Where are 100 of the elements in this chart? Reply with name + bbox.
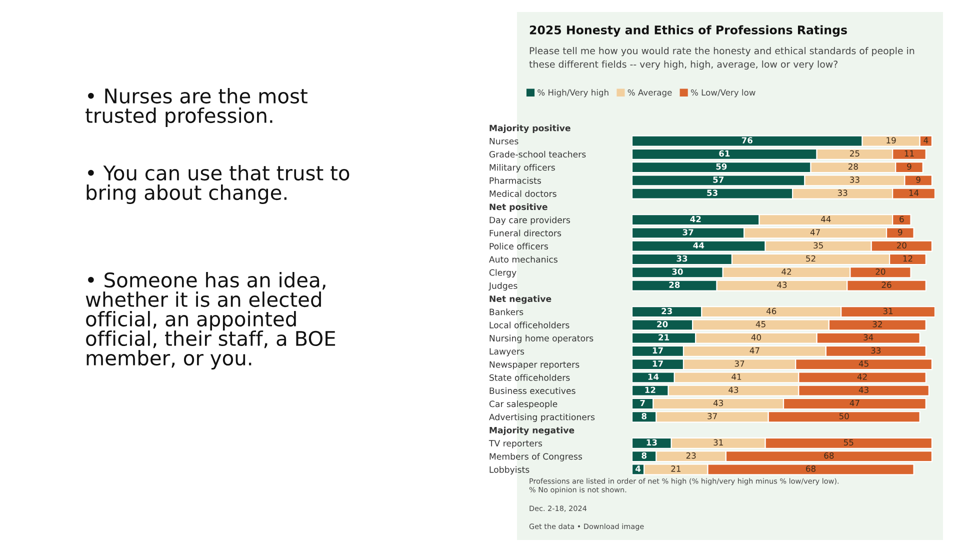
data-label: 43 [728, 386, 738, 394]
y-tick-label: Auto mechanics [489, 256, 558, 263]
data-label: 35 [814, 242, 823, 249]
data-label: 9 [916, 176, 920, 183]
data-label: 20 [876, 268, 886, 275]
y-tick-label: Funeral directors [490, 230, 562, 236]
data-label: 6 [900, 216, 904, 222]
data-label: 52 [806, 255, 816, 262]
data-label: 53 [707, 190, 718, 196]
legend-label: % High/Very high [538, 89, 608, 98]
data-label: 33 [850, 176, 860, 183]
data-label: 32 [872, 321, 882, 328]
data-label: 33 [871, 347, 881, 354]
data-label: 37 [708, 413, 717, 420]
data-label: 55 [844, 439, 854, 446]
data-label: 23 [662, 308, 672, 314]
data-label: 31 [714, 439, 723, 446]
y-tick-label: Majority positive [490, 124, 570, 134]
y-tick-label: Local officeholders [490, 322, 570, 328]
y-tick-label: Nurses [490, 138, 518, 144]
data-label: 33 [838, 190, 848, 196]
data-label: 45 [756, 321, 766, 328]
y-tick-label: Pharmacists [490, 177, 541, 184]
legend-label: % Low/Very low [690, 89, 756, 98]
y-tick-label: Judges [488, 282, 518, 291]
data-label: 47 [810, 229, 820, 236]
data-label: 43 [858, 386, 868, 394]
y-tick-label: Lobbyists [490, 466, 530, 474]
data-label: 17 [652, 347, 663, 354]
data-label: 4 [636, 466, 641, 472]
data-label: 28 [848, 163, 858, 170]
data-label: 33 [676, 255, 688, 262]
data-label: 34 [864, 334, 874, 340]
data-label: 43 [713, 400, 723, 406]
data-label: 12 [645, 386, 656, 393]
data-label: 19 [886, 137, 896, 144]
y-tick-label: Day care providers [490, 216, 570, 225]
y-tick-label: Grade-school teachers [489, 150, 586, 158]
data-label: 76 [742, 137, 752, 144]
data-label: 42 [857, 374, 867, 380]
text: • Someone has an idea, whether it is an elected official, an appointed official, their staff, a BOE member, or you. [86, 272, 336, 370]
data-label: 13 [646, 439, 657, 446]
data-label: 21 [671, 466, 680, 472]
y-tick-label: Clergy [489, 269, 516, 278]
text: • Nurses are the most trusted profession. [86, 88, 308, 127]
data-label: 11 [904, 150, 914, 156]
y-tick-label: Newspaper reporters [490, 361, 580, 370]
data-label: 14 [648, 374, 659, 380]
data-label: 4 [924, 137, 928, 144]
y-tick-label: Members of Congress [490, 453, 582, 462]
y-tick-label: Nursing home operators [490, 334, 594, 344]
data-label: 37 [734, 360, 744, 367]
data-label: 25 [850, 150, 860, 157]
data-label: 9 [907, 163, 912, 170]
data-label: 42 [782, 268, 791, 275]
data-label: 45 [858, 360, 868, 367]
y-tick-label: State officeholders [490, 374, 570, 381]
chart-title: 2025 Honesty and Ethics of Professions Ratings [530, 25, 847, 37]
data-label: 12 [903, 255, 912, 262]
y-tick-label: TV reporters [488, 440, 542, 448]
data-label: 7 [640, 400, 645, 406]
data-label: 46 [766, 308, 776, 314]
data-label: 68 [824, 452, 834, 459]
y-tick-label: Lawyers [490, 348, 524, 356]
data-label: 31 [883, 308, 893, 314]
y-tick-label: Police officers [490, 242, 548, 250]
y-tick-label: Net negative [490, 295, 552, 304]
data-label: 41 [732, 374, 742, 380]
y-tick-label: Bankers [490, 308, 524, 316]
data-label: 59 [716, 163, 727, 170]
data-label: 21 [658, 334, 670, 340]
data-label: 57 [713, 176, 724, 183]
data-label: 26 [882, 282, 892, 288]
data-label: 42 [690, 216, 701, 222]
data-label: 40 [751, 334, 761, 340]
data-label: 47 [750, 347, 760, 354]
y-tick-label: Medical doctors [490, 190, 556, 197]
data-label: 68 [806, 466, 816, 472]
data-label: 44 [821, 216, 831, 222]
data-label: 23 [686, 452, 696, 459]
data-label: 20 [657, 321, 668, 328]
data-label: 20 [896, 242, 906, 249]
data-label: 17 [652, 360, 663, 367]
data-label: 8 [642, 452, 646, 459]
data-label: 28 [669, 282, 680, 288]
data-label: 44 [693, 242, 704, 248]
y-tick-label: Net positive [490, 203, 548, 212]
data-label: 50 [839, 413, 849, 420]
data-label: 37 [682, 229, 694, 236]
y-tick-label: Majority negative [490, 426, 574, 436]
y-tick-label: Military officers [490, 164, 555, 172]
data-label: 8 [642, 413, 646, 420]
data-label: 14 [909, 190, 919, 196]
legend-label: % Average [628, 89, 672, 98]
data-label: 43 [777, 282, 787, 288]
data-label: 9 [898, 229, 902, 236]
data-label: 30 [672, 268, 683, 275]
y-tick-label: Advertising practitioners [489, 414, 595, 422]
data-label: 61 [719, 150, 730, 157]
data-label: 47 [850, 400, 860, 406]
